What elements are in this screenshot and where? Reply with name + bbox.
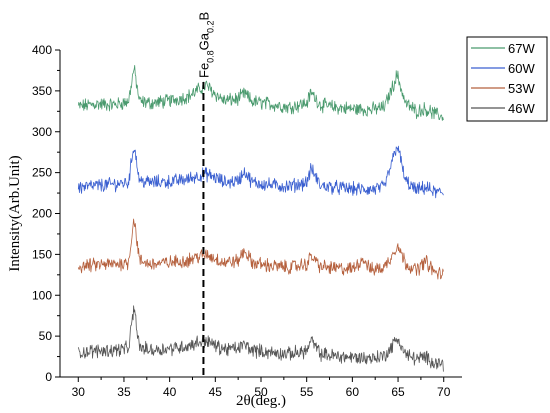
series-group: [77, 65, 444, 372]
annotation-group: Fe0.8Ga0.2B: [196, 12, 215, 377]
series-line-60W: [77, 145, 444, 199]
x-axis-title: 2θ(deg.): [236, 393, 286, 409]
legend-box: [466, 36, 548, 122]
y-tick-label: 150: [32, 247, 52, 261]
y-tick-label: 400: [32, 43, 52, 57]
x-tick-label: 45: [209, 385, 223, 399]
legend-label-53W: 53W: [508, 81, 535, 96]
y-tick-label: 50: [39, 329, 53, 343]
x-tick-label: 55: [300, 385, 314, 399]
y-tick-label: 250: [32, 166, 52, 180]
series-line-46W: [77, 305, 444, 372]
x-tick-label: 30: [72, 385, 86, 399]
legend: 67W 60W 53W 46W: [466, 36, 548, 122]
axes-group: 30 35 40 45 50 55 60 65 70 0 50 100 150 200 250 300 350 4…: [32, 43, 462, 399]
y-tick-label: 350: [32, 84, 52, 98]
x-tick-label: 40: [163, 385, 177, 399]
legend-label-46W: 46W: [508, 101, 535, 116]
x-tick-label: 70: [437, 385, 451, 399]
y-tick-label: 0: [45, 370, 52, 384]
y-tick-label: 200: [32, 207, 52, 221]
legend-label-60W: 60W: [508, 61, 535, 76]
x-tick-label: 60: [346, 385, 360, 399]
series-line-53W: [77, 218, 444, 280]
x-tick-label: 50: [254, 385, 268, 399]
series-line-67W: [77, 65, 444, 121]
legend-label-67W: 67W: [508, 41, 535, 56]
y-tick-label: 100: [32, 288, 52, 302]
annotation-label: Fe0.8Ga0.2B: [196, 12, 215, 78]
y-tick-label: 300: [32, 125, 52, 139]
x-tick-label: 35: [117, 385, 131, 399]
y-axis-title: Intensity(Arb.Unit): [7, 155, 23, 271]
x-tick-label: 65: [391, 385, 405, 399]
